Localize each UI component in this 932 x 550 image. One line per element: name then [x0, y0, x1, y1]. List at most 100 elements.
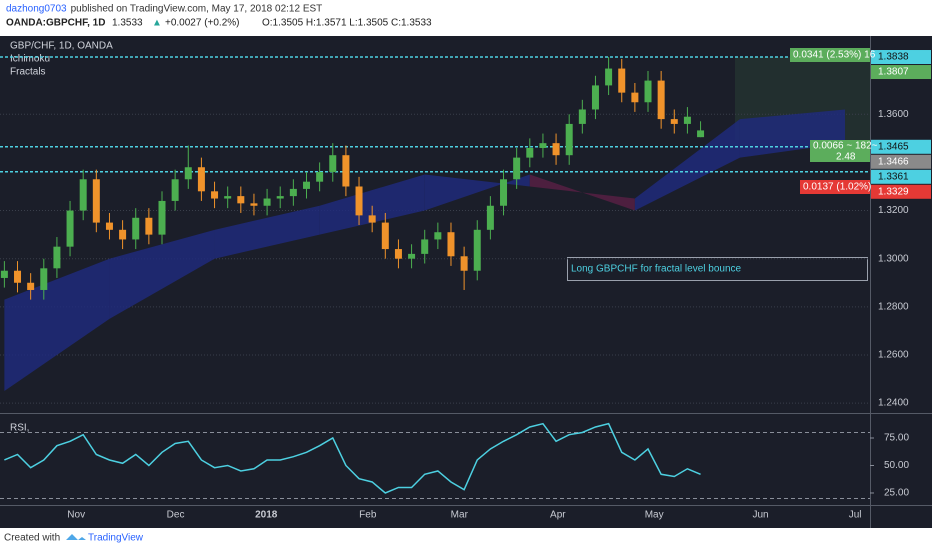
footer-brand[interactable]: TradingView: [88, 533, 144, 544]
measure-label: 0.0341 (2.53%) 16: [793, 50, 876, 61]
candle-body: [171, 179, 179, 201]
candle-body: [368, 215, 376, 223]
y-tick-label: 25.00: [884, 488, 909, 499]
candle-body: [644, 80, 652, 103]
symbol: OANDA:GBPCHF, 1D: [6, 18, 105, 29]
candle-body: [473, 229, 481, 271]
price-badge-label: 1.3329: [878, 186, 909, 197]
candle-body: [79, 179, 87, 211]
price-badge-label: 1.3361: [878, 171, 909, 182]
candle-body: [605, 68, 613, 86]
candle-body: [316, 172, 324, 182]
candle-body: [486, 205, 494, 230]
candle-body: [237, 196, 245, 204]
measure-label: 0.0066 ~ 182~: [813, 141, 878, 152]
candle-body: [683, 116, 691, 124]
candle-body: [250, 203, 258, 206]
rsi-line: [4, 422, 701, 494]
y-tick-label: 1.3600: [878, 109, 909, 120]
candle-body: [618, 68, 626, 93]
up-arrow: ▲: [152, 18, 162, 29]
y-tick-label: 1.2600: [878, 350, 909, 361]
candle-body: [631, 92, 639, 103]
measure-box: [810, 140, 870, 162]
published: published on TradingView.com, May 17, 20…: [71, 4, 323, 15]
candle-body: [447, 232, 455, 257]
candle-body: [184, 167, 192, 180]
indicator: Ichimoku: [10, 54, 50, 65]
candle-body: [408, 253, 416, 259]
x-tick-label: Jun: [752, 510, 768, 521]
x-tick-label: Mar: [451, 510, 469, 521]
x-tick-label: May: [645, 510, 664, 521]
candle-body: [552, 143, 560, 156]
ohlc: O:1.3505 H:1.3571 L:1.3505 C:1.3533: [262, 18, 432, 29]
candle-body: [263, 198, 271, 206]
ichimoku-cloud: [214, 205, 320, 259]
candle-body: [197, 167, 205, 192]
x-tick-label: Dec: [167, 510, 185, 521]
ichimoku-cloud: [424, 174, 530, 211]
measure-box: [790, 48, 870, 62]
y-tick-label: 75.00: [884, 433, 909, 444]
measure-label: 2.48: [836, 152, 856, 163]
author[interactable]: dazhong0703: [6, 4, 67, 15]
candle-body: [105, 222, 113, 230]
candle-body: [145, 217, 153, 235]
candle-body: [14, 270, 22, 283]
change: +0.0027 (+0.2%): [165, 18, 240, 29]
ichimoku-cloud: [319, 174, 425, 235]
x-tick-label: Nov: [67, 510, 85, 521]
candle-body: [355, 186, 363, 216]
annotation-box: [567, 257, 868, 281]
candle-body: [578, 109, 586, 124]
candle-body: [421, 239, 429, 254]
y-tick-label: 1.3200: [878, 205, 909, 216]
y-tick-label: 50.00: [884, 460, 909, 471]
x-tick-label: Apr: [550, 510, 566, 521]
ichimoku-cloud: [529, 174, 635, 211]
candle-body: [526, 147, 534, 158]
candle-body: [0, 270, 8, 278]
candle-body: [27, 282, 35, 290]
candle-body: [132, 217, 140, 240]
indicator: Fractals: [10, 67, 46, 78]
candle-body: [381, 222, 389, 250]
candle-body: [158, 200, 166, 235]
measure-label: 0.0137 (1.02%): [803, 182, 871, 193]
price-badge: [871, 184, 931, 199]
price-badge-label: 1.3807: [878, 67, 909, 78]
candle-body: [119, 229, 127, 240]
y-tick-label: 1.2800: [878, 301, 909, 312]
candle-body: [92, 179, 100, 223]
last-price: 1.3533: [112, 18, 143, 29]
price-badge-label: 1.3466: [878, 156, 909, 167]
price-badge-label: 1.3465: [878, 141, 909, 152]
candle-body: [460, 256, 468, 271]
candle-body: [329, 155, 337, 173]
price-badge: [871, 50, 931, 65]
candle-body: [53, 246, 61, 269]
price-badge: [871, 154, 931, 169]
price-badge: [871, 169, 931, 184]
x-tick-label: Feb: [359, 510, 377, 521]
candle-body: [513, 157, 521, 180]
annotation: Long GBPCHF for fractal level bounce: [571, 264, 742, 275]
candle-body: [670, 119, 678, 124]
y-tick-label: 1.3000: [878, 253, 909, 264]
candle-body: [539, 143, 547, 148]
tv-logo: [66, 534, 86, 540]
candle-body: [565, 123, 573, 156]
y-tick-label: 1.2400: [878, 398, 909, 409]
candle-body: [697, 130, 705, 138]
candle-body: [302, 181, 310, 189]
x-tick-label: Jul: [849, 510, 862, 521]
candle-body: [66, 210, 74, 247]
candle-body: [40, 268, 48, 290]
candle-body: [342, 155, 350, 187]
price-badge-label: 1.3838: [878, 52, 909, 63]
ichimoku-cloud: [109, 229, 215, 319]
candle-body: [657, 80, 665, 120]
